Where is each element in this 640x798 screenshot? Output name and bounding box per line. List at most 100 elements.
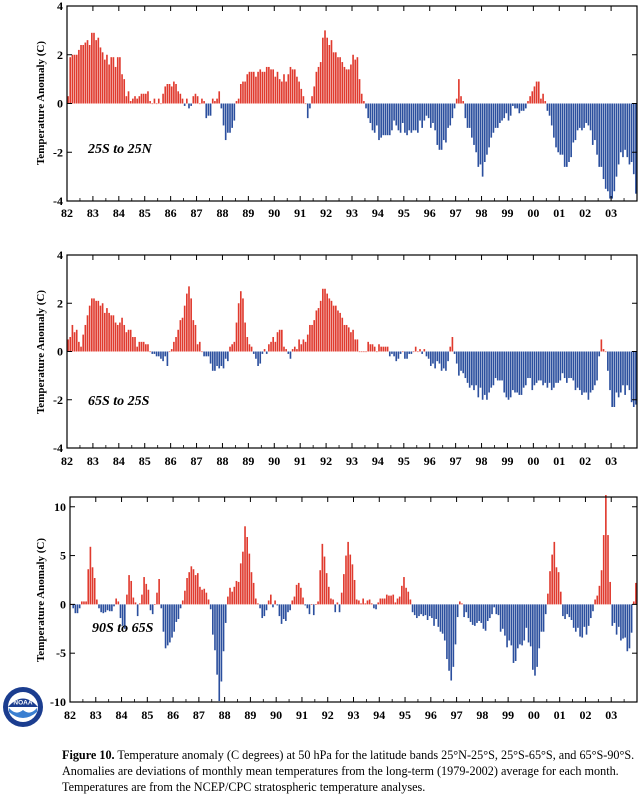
bar	[87, 569, 90, 605]
bar	[369, 344, 372, 352]
bar	[362, 598, 364, 605]
x-tick-label: 03	[605, 708, 617, 722]
bar	[261, 71, 264, 104]
bar	[168, 84, 171, 104]
bar	[274, 341, 277, 352]
bar	[186, 293, 188, 352]
bar	[358, 351, 361, 353]
bar	[343, 66, 346, 104]
bar	[365, 103, 367, 109]
bar	[598, 351, 601, 357]
bar	[461, 603, 463, 605]
bar	[436, 103, 439, 145]
bar	[388, 595, 390, 605]
bar	[441, 604, 444, 634]
bar	[129, 101, 132, 104]
bar	[100, 604, 102, 613]
bar	[544, 604, 547, 615]
bar	[113, 604, 115, 607]
bar	[479, 351, 482, 388]
x-tick-label: 90	[270, 708, 282, 722]
bar	[443, 604, 446, 641]
bar	[367, 103, 370, 119]
x-tick-label: 83	[87, 454, 99, 468]
y-tick-label: 10	[54, 500, 66, 514]
bar	[635, 351, 637, 405]
bar	[84, 42, 87, 104]
bar	[455, 98, 458, 104]
bar	[405, 587, 407, 605]
bar	[495, 604, 498, 615]
bar	[171, 604, 173, 638]
bar	[128, 575, 130, 605]
bar	[587, 604, 590, 626]
bar	[578, 351, 581, 391]
bar	[341, 317, 344, 352]
bar	[166, 84, 169, 104]
bar	[572, 103, 575, 143]
x-tick-label: 00	[528, 708, 540, 722]
bar	[572, 351, 575, 381]
bar	[112, 57, 115, 104]
bar	[598, 585, 601, 605]
bar	[516, 103, 518, 109]
bar	[412, 351, 415, 353]
bar	[242, 551, 244, 605]
bar	[594, 103, 596, 141]
bar	[67, 339, 69, 352]
bar	[205, 351, 208, 357]
bar	[555, 351, 557, 383]
bar	[121, 317, 123, 352]
bar	[562, 604, 564, 617]
bar	[222, 103, 225, 126]
x-tick-label: 86	[167, 708, 179, 722]
bar	[91, 32, 93, 104]
bar	[142, 341, 145, 352]
bar	[542, 93, 544, 104]
bar	[432, 103, 434, 123]
bar	[360, 351, 363, 353]
bar	[378, 344, 380, 352]
bar	[263, 604, 266, 617]
bar	[332, 305, 335, 352]
x-tick-label: 03	[605, 454, 617, 468]
bar	[453, 351, 456, 354]
bar	[429, 351, 432, 366]
bar	[585, 604, 588, 635]
bar	[132, 597, 135, 605]
bar	[417, 351, 419, 353]
x-tick-label: 89	[242, 454, 254, 468]
x-tick-label: 95	[399, 708, 411, 722]
bar	[439, 604, 442, 632]
bar	[494, 103, 497, 128]
bar	[67, 96, 69, 104]
bar	[589, 103, 592, 131]
bar	[559, 103, 562, 155]
y-tick-label: -2	[53, 393, 63, 407]
bar	[527, 351, 529, 379]
bar	[533, 351, 536, 386]
bar	[459, 601, 461, 605]
bar	[229, 346, 231, 352]
bar	[250, 572, 253, 605]
bar	[216, 604, 218, 675]
bar	[557, 351, 560, 383]
bar	[272, 69, 275, 104]
bar	[563, 103, 566, 167]
bar	[410, 351, 413, 354]
bar	[115, 598, 117, 605]
bar	[121, 604, 124, 626]
bar	[364, 603, 367, 605]
bar	[108, 312, 110, 352]
bar	[75, 54, 78, 104]
y-tick-label: 0	[57, 97, 63, 111]
bar	[481, 103, 484, 177]
x-tick-label: 96	[425, 708, 437, 722]
bar	[248, 553, 251, 605]
bar	[490, 351, 493, 388]
bar	[418, 604, 420, 617]
bar	[570, 103, 572, 158]
bar	[591, 351, 594, 391]
bar	[523, 604, 526, 641]
bar	[186, 98, 188, 104]
